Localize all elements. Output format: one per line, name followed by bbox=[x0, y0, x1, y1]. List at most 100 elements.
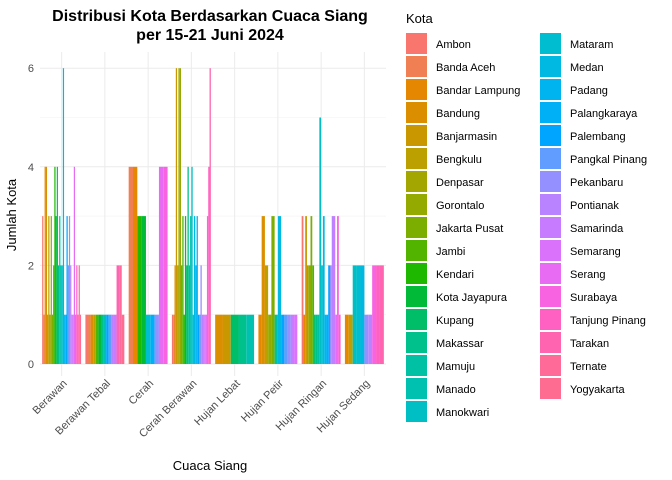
legend-key bbox=[406, 378, 427, 399]
bar bbox=[190, 216, 192, 364]
bar bbox=[111, 314, 114, 364]
bar bbox=[364, 314, 369, 364]
legend-label: Denpasar bbox=[436, 177, 484, 189]
bar bbox=[290, 314, 295, 364]
bar bbox=[287, 314, 291, 364]
bar bbox=[344, 314, 349, 364]
bar bbox=[128, 166, 133, 364]
bar bbox=[191, 166, 193, 364]
bar bbox=[57, 265, 60, 364]
legend-label: Pontianak bbox=[570, 200, 619, 212]
legend-label: Padang bbox=[570, 85, 608, 97]
bar bbox=[352, 265, 357, 364]
bar bbox=[271, 216, 275, 364]
legend-key bbox=[406, 263, 427, 284]
bar bbox=[145, 314, 151, 364]
bar bbox=[348, 314, 353, 364]
legend-label: Kota Jayapura bbox=[436, 292, 508, 304]
bar bbox=[77, 314, 79, 364]
bar bbox=[64, 314, 66, 364]
bar bbox=[294, 314, 298, 364]
bar bbox=[47, 314, 49, 364]
bar bbox=[78, 265, 80, 364]
legend-key bbox=[540, 286, 561, 307]
bar bbox=[305, 216, 307, 364]
legend-key bbox=[406, 286, 427, 307]
bar bbox=[132, 166, 138, 364]
bar bbox=[45, 166, 48, 364]
bar bbox=[192, 314, 194, 364]
legend-key bbox=[406, 240, 427, 261]
bar bbox=[121, 314, 125, 364]
bar bbox=[303, 314, 306, 364]
bar bbox=[258, 314, 262, 364]
bar bbox=[141, 216, 146, 364]
bar bbox=[55, 216, 57, 364]
bar bbox=[137, 216, 142, 364]
bar bbox=[317, 314, 320, 364]
bar bbox=[43, 314, 45, 364]
bar bbox=[328, 265, 330, 364]
legend-key bbox=[540, 355, 561, 376]
legend-key bbox=[540, 171, 561, 192]
bar bbox=[337, 216, 339, 364]
bar bbox=[322, 216, 325, 364]
bar bbox=[306, 265, 309, 364]
bar bbox=[62, 68, 65, 364]
bar bbox=[284, 314, 288, 364]
legend-label: Jakarta Pusat bbox=[436, 223, 503, 235]
legend-label: Serang bbox=[570, 269, 605, 281]
bar bbox=[360, 265, 365, 364]
legend-label: Bandar Lampung bbox=[436, 85, 520, 97]
bar bbox=[171, 314, 174, 364]
legend-label: Kupang bbox=[436, 315, 474, 327]
legend-label: Banjarmasin bbox=[436, 131, 497, 143]
bar bbox=[68, 216, 71, 364]
y-tick-label: 0 bbox=[28, 359, 34, 371]
legend-key bbox=[406, 102, 427, 123]
bar bbox=[196, 216, 198, 364]
bar bbox=[85, 314, 89, 364]
bar bbox=[315, 314, 318, 364]
bar bbox=[205, 314, 207, 364]
bar bbox=[75, 314, 77, 364]
legend-key bbox=[406, 125, 427, 146]
bar bbox=[76, 265, 78, 364]
bar bbox=[179, 68, 181, 364]
bar bbox=[312, 265, 315, 364]
legend-label: Yogyakarta bbox=[570, 384, 626, 396]
bar bbox=[261, 216, 265, 364]
bar bbox=[277, 216, 282, 364]
bar bbox=[333, 216, 336, 364]
legend-label: Pekanbaru bbox=[570, 177, 623, 189]
bar bbox=[71, 314, 73, 364]
legend-key bbox=[406, 148, 427, 169]
bar bbox=[301, 216, 304, 364]
bar bbox=[199, 314, 201, 364]
bar bbox=[264, 265, 269, 364]
legend-label: Kendari bbox=[436, 269, 474, 281]
bar bbox=[208, 166, 210, 364]
legend: Kota Ambon Banda Aceh Bandar Lampung Bandun… bbox=[406, 11, 647, 422]
bar bbox=[95, 314, 99, 364]
y-tick-label: 4 bbox=[28, 162, 34, 174]
bar bbox=[376, 265, 380, 364]
legend-label: Bandung bbox=[436, 108, 480, 120]
legend-label: Semarang bbox=[570, 246, 621, 258]
bar bbox=[200, 265, 202, 364]
bar bbox=[173, 314, 175, 364]
bar bbox=[174, 265, 176, 364]
bar bbox=[326, 314, 329, 364]
legend-key bbox=[540, 125, 561, 146]
legend-label: Banda Aceh bbox=[436, 62, 495, 74]
legend-label: Palangkaraya bbox=[570, 108, 638, 120]
bar bbox=[44, 166, 46, 364]
legend-label: Mataram bbox=[570, 39, 613, 51]
bar bbox=[180, 265, 183, 364]
y-tick-label: 6 bbox=[28, 63, 34, 75]
bar bbox=[314, 314, 316, 364]
legend-key bbox=[540, 148, 561, 169]
legend-key bbox=[540, 263, 561, 284]
bar bbox=[186, 265, 188, 364]
bar bbox=[90, 314, 94, 364]
